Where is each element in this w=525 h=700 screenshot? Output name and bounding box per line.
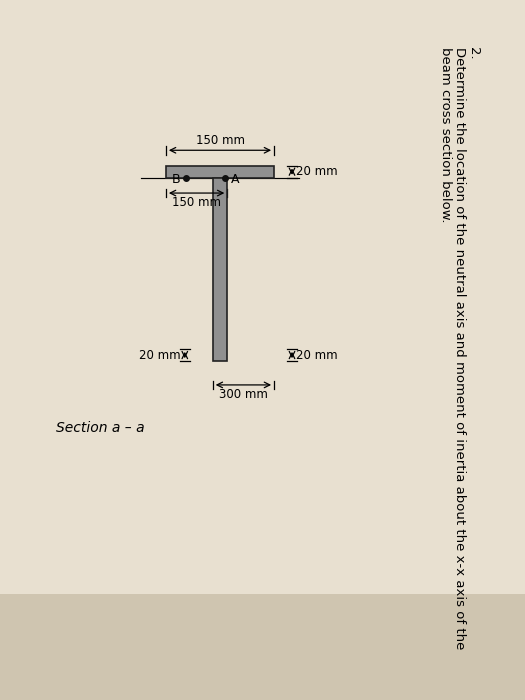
Text: 20 mm: 20 mm	[296, 349, 338, 361]
Text: 300 mm: 300 mm	[219, 389, 268, 401]
Text: 20 mm: 20 mm	[139, 349, 181, 361]
Bar	[213, 178, 227, 361]
Text: beam cross section below.: beam cross section below.	[439, 47, 452, 222]
Text: 20 mm: 20 mm	[296, 165, 338, 178]
Text: B: B	[171, 173, 180, 186]
Text: A: A	[231, 173, 240, 186]
Text: 150 mm: 150 mm	[195, 134, 245, 147]
Text: 150 mm: 150 mm	[172, 197, 221, 209]
Bar	[166, 165, 274, 178]
Text: 2.: 2.	[467, 47, 480, 60]
Text: Section a – a: Section a – a	[56, 421, 144, 435]
Text: Determine the location of the neutral axis and moment of inertia about the x-x a: Determine the location of the neutral ax…	[453, 47, 466, 649]
